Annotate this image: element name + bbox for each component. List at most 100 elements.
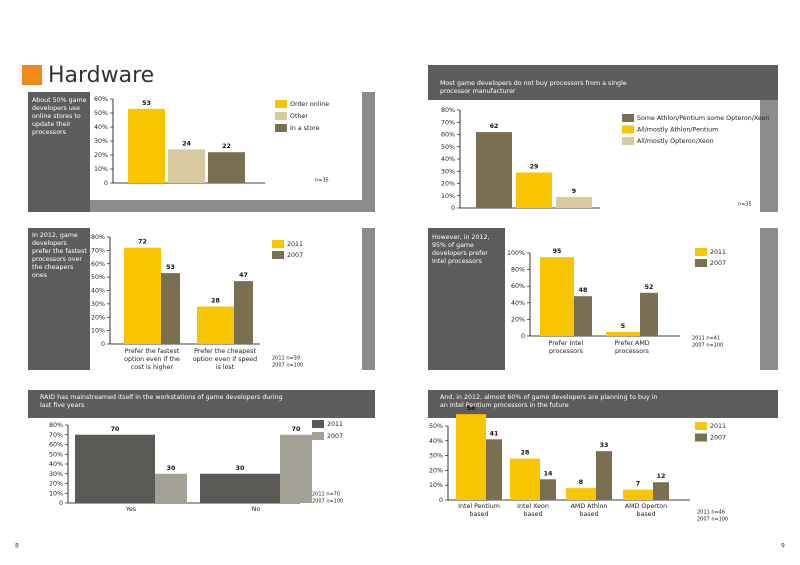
value-label: 47: [239, 272, 248, 279]
y-tick-label: 40%: [511, 300, 525, 307]
value-label: 8: [579, 479, 583, 486]
value-label: 48: [579, 287, 588, 294]
legend-swatch: [695, 248, 707, 256]
bar: [596, 451, 612, 500]
x-tick-label: Prefer the cheapest option even if speed…: [192, 348, 258, 371]
y-tick-label: 10%: [441, 193, 455, 200]
note: 2011 n=39: [272, 356, 300, 362]
y-tick-label: 40%: [91, 288, 105, 295]
bar: [234, 281, 253, 344]
bar: [456, 414, 486, 500]
legend-label: 2007: [710, 435, 726, 442]
y-tick-label: 50%: [49, 451, 63, 458]
page-number: 9: [781, 543, 785, 550]
y-tick-label: 70%: [441, 119, 455, 126]
legend-label: All/mostly Opteron/Xeon: [637, 138, 714, 145]
legend-swatch: [275, 100, 287, 108]
y-tick-label: 50%: [441, 144, 455, 151]
legend-label: All/mostly Athlon/Pentium: [637, 127, 718, 134]
legend-swatch: [622, 125, 634, 134]
x-tick-label: Intel Pentium based: [458, 503, 500, 518]
y-tick-label: 80%: [441, 107, 455, 114]
note: n=35: [738, 202, 752, 208]
legend-label: 2011: [710, 423, 726, 430]
legend-label: 2011: [327, 421, 343, 428]
y-tick-label: 50%: [429, 423, 443, 430]
title-box: [428, 390, 778, 418]
y-tick-label: 80%: [49, 422, 63, 429]
value-label: 5: [621, 323, 625, 330]
legend-swatch: [312, 432, 324, 440]
value-label: 70: [292, 426, 301, 433]
x-tick-label: AMD Operton based: [624, 503, 668, 518]
y-tick-label: 10%: [91, 328, 105, 335]
value-label: 7: [636, 481, 640, 488]
legend-label: 2007: [287, 252, 303, 259]
y-tick-label: 0: [439, 497, 443, 504]
y-tick-label: 30%: [91, 301, 105, 308]
bar: [128, 108, 165, 183]
y-tick-label: 20%: [49, 481, 63, 488]
bar: [200, 473, 280, 503]
bar: [476, 132, 512, 208]
legend-label: Other: [290, 113, 308, 120]
legend-swatch: [312, 420, 324, 428]
value-label: 72: [138, 239, 147, 246]
chart-title: Most game developers do not buy processo…: [440, 80, 627, 95]
value-label: 30: [236, 465, 245, 472]
legend-swatch: [695, 433, 707, 442]
bar: [197, 306, 234, 344]
x-tick-label: Prefer AMD processors: [614, 340, 650, 355]
legend-swatch: [272, 251, 284, 259]
value-label: 28: [521, 450, 530, 457]
y-tick-label: 10%: [49, 490, 63, 497]
bar: [124, 247, 161, 344]
y-tick-label: 20%: [511, 316, 525, 323]
value-label: 12: [657, 473, 666, 480]
y-tick-label: 60%: [91, 261, 105, 268]
bar: [606, 331, 640, 336]
bar: [540, 257, 574, 336]
value-label: 70: [111, 426, 120, 433]
note: 2007 n=100: [692, 343, 723, 349]
legend-label: 2011: [710, 249, 726, 256]
y-tick-label: 80%: [91, 234, 105, 241]
x-tick-label: Prefer the fastest option even if the co…: [124, 348, 180, 371]
legend-swatch: [695, 259, 707, 267]
y-tick-label: 10%: [429, 482, 443, 489]
header-title: Hardware: [48, 63, 154, 88]
bar: [540, 479, 556, 500]
y-tick-label: 80%: [511, 267, 525, 274]
bar: [510, 458, 540, 500]
value-label: 30: [167, 465, 176, 472]
y-tick-label: 60%: [49, 442, 63, 449]
bar: [556, 196, 592, 208]
x-tick-label: No: [251, 506, 261, 513]
note: 2011 n=46: [697, 510, 725, 516]
title-box: [28, 92, 90, 212]
bar: [516, 172, 552, 208]
value-label: 29: [530, 163, 539, 170]
note: n=35: [315, 178, 329, 184]
bar: [208, 152, 245, 183]
bar: [640, 292, 658, 336]
value-label: 53: [166, 264, 175, 271]
y-tick-label: 40%: [429, 438, 443, 445]
chart-title: However, in 2012, 95% of game developers…: [432, 234, 490, 265]
note: 2007 n=100: [272, 363, 303, 369]
bar: [486, 439, 502, 500]
y-tick-label: 30%: [49, 471, 63, 478]
y-tick-label: 30%: [441, 168, 455, 175]
y-tick-label: 20%: [91, 314, 105, 321]
y-tick-label: 70%: [91, 247, 105, 254]
x-tick-label: Prefer Intel processors: [548, 340, 584, 355]
chart-title: RAID has mainstreamed itself in the work…: [40, 394, 283, 409]
y-tick-label: 60%: [511, 283, 525, 290]
value-label: 41: [490, 430, 499, 437]
bar: [623, 489, 653, 500]
y-tick-label: 40%: [49, 461, 63, 468]
y-tick-label: 10%: [94, 166, 108, 173]
y-tick-label: 0: [521, 333, 525, 340]
title-box: [28, 390, 375, 418]
